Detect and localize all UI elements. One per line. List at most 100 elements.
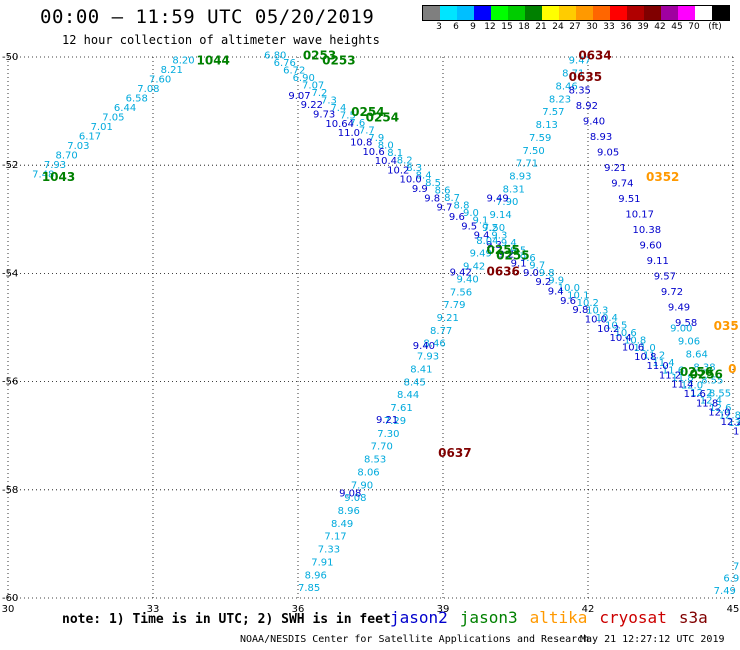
color-scale-tick: 12 [484,22,496,32]
swh-value-label: 9.51 [618,194,640,205]
swh-value-label: 8.7 [444,193,460,204]
swh-value-label: 10.4 [596,313,618,324]
swh-value-label: 9.72 [661,287,683,298]
swh-value-label: 9.42 [463,262,485,273]
swh-value-label: 6.80 [264,50,286,61]
swh-value-label: 8.3 [406,163,422,174]
swh-value-label: 7.3 [321,95,337,106]
swh-value-label: 9.47 [569,56,591,67]
swh-value-label: 9.4 [474,231,490,242]
pass-time-label: 0254 [366,111,399,125]
swh-value-label: 8.13 [536,120,558,131]
swh-value-label: 8.31 [503,184,525,195]
swh-value-label: 6.44 [114,103,136,114]
pass-time-label: 1044 [197,54,230,68]
swh-value-label: 9.6 [560,296,576,307]
swh-value-label: 10.2 [387,165,409,176]
swh-value-label: 7.90 [351,480,373,491]
swh-value-label: 10.5 [605,321,627,332]
swh-value-label: 11.8 [671,373,693,384]
pass-time-label: 0255 [496,248,529,262]
pass-time-label: 035 [714,319,739,333]
y-tick-label: -56 [2,377,18,388]
pass-time-label: 0634 [578,48,611,62]
swh-value-label: 7.61 [390,403,412,414]
swh-value-label: 11.8 [696,398,718,409]
swh-value-label: 8.4 [416,170,432,181]
satellite-altika: altika [529,608,588,627]
swh-value-label: 12.2 [721,417,740,428]
swh-value-label: 11.2 [659,370,681,381]
pass-time-label: 0254 [351,105,384,119]
swh-value-label: 7.03 [67,141,89,152]
swh-value-label: 9.9 [548,276,564,287]
swh-value-label: 7.08 [137,84,159,95]
swh-value-label: 7.57 [542,107,564,118]
swh-value-label: 10.8 [350,137,372,148]
swh-value-label: 9.22 [301,100,323,111]
swh-value-label: 9.4 [501,238,517,249]
swh-value-label: 7.71 [516,159,538,170]
swh-value-label: 12.2 [690,388,712,399]
swh-value-label: 9.08 [344,493,366,504]
swh-value-label: 10.6 [615,328,637,339]
color-swatch [593,6,610,20]
x-tick-label: 33 [147,604,160,615]
swh-value-label: 8.35 [569,85,591,96]
swh-value-label: 9.49 [668,303,690,314]
swh-value-label: 10.8 [624,336,646,347]
swh-value-label: 9.14 [489,210,511,221]
swh-value-label: 9.7 [529,261,545,272]
x-tick-label: 39 [437,604,450,615]
color-scale-tick: 15 [501,22,513,32]
swh-value-label: 7.90 [496,197,518,208]
swh-value-label: 8.21 [161,65,183,76]
swh-value-label: 7.29 [384,416,406,427]
swh-value-label: 7.07 [302,80,324,91]
swh-value-label: 7.49 [714,586,736,597]
units-note: note: 1) Time is in UTC; 2) SWH is in fe… [62,612,391,627]
color-swatch [576,6,593,20]
swh-value-label: 7.30 [377,429,399,440]
swh-value-label: 9.73 [313,110,335,121]
color-scale-tick: 70 [688,22,700,32]
swh-value-label: 8.38 [693,362,715,373]
generated-timestamp: May 21 12:27:12 UTC 2019 [580,634,725,645]
swh-value-label: 12.4 [700,396,722,407]
color-scale-tick: 33 [603,22,615,32]
color-swatch [610,6,627,20]
swh-value-label: 10.2 [597,324,619,335]
swh-value-label: 9.21 [376,415,398,426]
swh-value-label: 8.96 [338,506,360,517]
swh-value-label: 9.21 [604,163,626,174]
page-title: 00:00 – 11:59 UTC 05/20/2019 [40,6,375,28]
swh-value-label: 6.90 [293,73,315,84]
swh-value-label: 9.8 [539,268,555,279]
swh-value-label: 9.08 [339,489,361,500]
swh-value-label: 8.06 [357,467,379,478]
color-scale-tick: 45 [671,22,683,32]
swh-value-label: 6.76 [274,58,296,69]
x-tick-label: 36 [292,604,305,615]
swh-value-label: 7.56 [450,287,472,298]
swh-value-label: 9.3 [486,240,502,251]
swh-value-label: 8.8 [454,200,470,211]
y-tick-label: -54 [2,268,18,279]
swh-value-label: 7.50 [522,146,544,157]
swh-value-label: 11.6 [662,366,684,377]
swh-value-label: 7.2 [312,88,328,99]
swh-value-label: 13.0 [728,418,740,429]
swh-value-label: 8.55 [709,388,731,399]
color-scale-tick: 6 [453,22,459,32]
color-swatch [491,6,508,20]
color-swatch [712,6,729,20]
swh-value-label: 11.2 [643,351,665,362]
swh-value-label: 8.77 [430,326,452,337]
pass-time-label: 1043 [42,170,75,184]
swh-value-label: 10.2 [577,298,599,309]
swh-value-label: 11.0 [647,361,669,372]
swh-value-label: 10.64 [325,119,354,130]
swh-value-label: 10.0 [585,314,607,325]
swh-value-label: 8.0 [378,140,394,151]
swh-value-label: 8.23 [549,94,571,105]
